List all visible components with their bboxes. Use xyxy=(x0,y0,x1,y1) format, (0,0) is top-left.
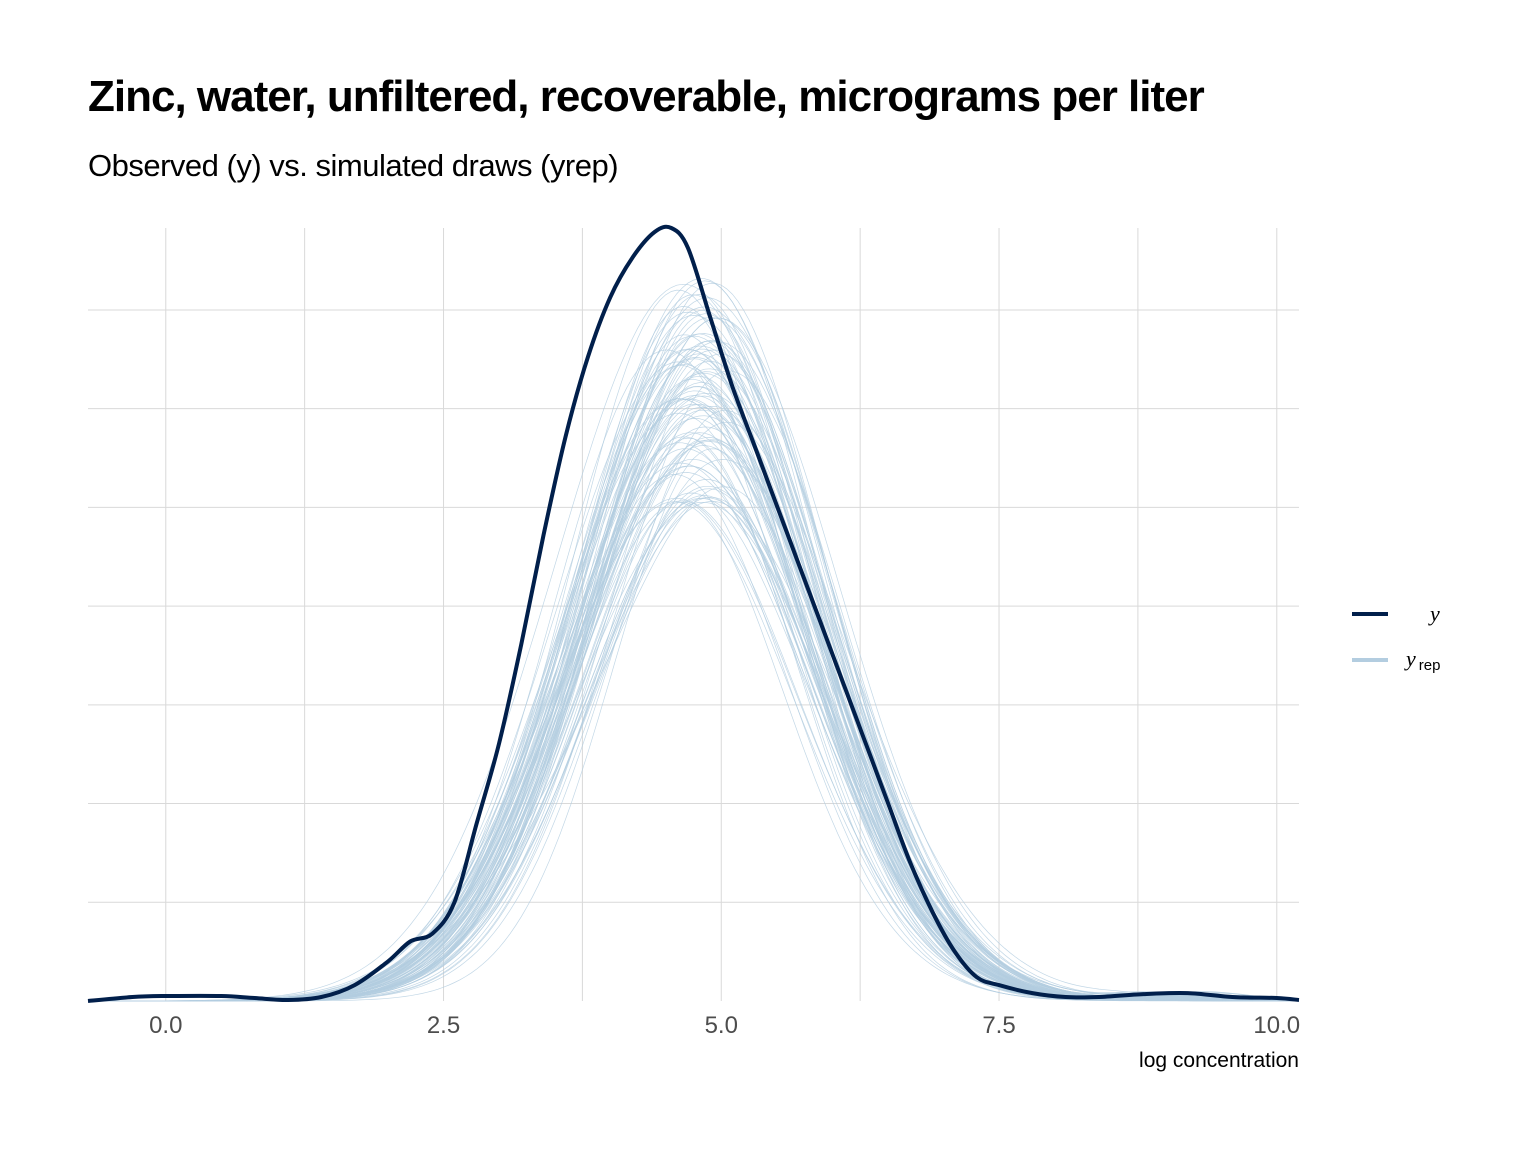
yrep-draw-line xyxy=(88,386,1299,1002)
yrep-draw-line xyxy=(88,370,1299,1002)
yrep-draw-line xyxy=(88,361,1299,1002)
yrep-draw-line xyxy=(88,353,1299,1002)
x-tick-label: 2.5 xyxy=(427,1012,460,1039)
yrep-draw-line xyxy=(88,421,1300,1002)
yrep-draw-line xyxy=(88,472,1299,1002)
yrep-draw-line xyxy=(88,492,1299,1002)
yrep-draw-line xyxy=(88,360,1299,1002)
yrep-draw-line xyxy=(88,375,1299,1002)
yrep-draw-line xyxy=(88,432,1300,1002)
yrep-draw-line xyxy=(88,392,1299,1002)
yrep-draw-line xyxy=(88,289,1299,1002)
yrep-draw-line xyxy=(88,317,1300,1002)
yrep-draw-line xyxy=(88,297,1299,1002)
yrep-draw-line xyxy=(88,497,1300,1002)
yrep-draw-line xyxy=(88,395,1299,1002)
yrep-draw-line xyxy=(88,462,1300,1002)
yrep-draw-line xyxy=(88,317,1300,1002)
yrep-draw-line xyxy=(88,313,1299,1002)
yrep-draw-line xyxy=(88,395,1299,1002)
yrep-draw-line xyxy=(88,283,1300,1002)
yrep-draw-line xyxy=(88,398,1299,1002)
yrep-draw-line xyxy=(88,385,1299,1002)
yrep-draw-line xyxy=(88,398,1300,1002)
yrep-draw-line xyxy=(88,485,1300,1002)
x-tick-label: 5.0 xyxy=(705,1012,738,1039)
yrep-draw-line xyxy=(88,501,1299,1002)
y-series xyxy=(87,224,1300,1003)
yrep-draw-line xyxy=(88,488,1299,1002)
yrep-draw-line xyxy=(88,407,1299,1002)
yrep-draw-line xyxy=(88,378,1299,1002)
yrep-draw-line xyxy=(88,311,1299,1002)
yrep-draw-line xyxy=(88,390,1299,1002)
yrep-draw-line xyxy=(88,500,1299,1002)
legend-label-y: y xyxy=(1428,601,1440,626)
yrep-draw-line xyxy=(88,316,1299,1002)
yrep-draw-line xyxy=(88,409,1299,1002)
yrep-draw-line xyxy=(88,412,1300,1002)
chart-subtitle: Observed (y) vs. simulated draws (yrep) xyxy=(88,148,619,183)
yrep-draw-line xyxy=(88,364,1300,1002)
yrep-draw-line xyxy=(88,496,1299,1002)
yrep-draw-line xyxy=(88,497,1299,1002)
yrep-draw-line xyxy=(88,465,1300,1002)
chart-title: Zinc, water, unfiltered, recoverable, mi… xyxy=(88,72,1205,121)
yrep-draw-line xyxy=(88,398,1299,1002)
yrep-draw-line xyxy=(88,448,1300,1002)
yrep-draw-line xyxy=(88,372,1300,1002)
yrep-draw-line xyxy=(88,353,1299,1002)
yrep-draw-line xyxy=(88,458,1300,1002)
yrep-draw-line xyxy=(88,448,1299,1002)
yrep-draw-line xyxy=(88,437,1299,1002)
y-density-line xyxy=(87,224,1300,1003)
x-axis-ticks: 0.0 2.5 5.0 7.5 10.0 xyxy=(149,1012,1300,1039)
x-tick-label: 10.0 xyxy=(1253,1012,1300,1039)
yrep-draw-line xyxy=(88,445,1299,1002)
yrep-draw-line xyxy=(88,368,1300,1002)
yrep-draw-line xyxy=(88,294,1299,1002)
yrep-draw-line xyxy=(88,358,1299,1002)
yrep-draw-line xyxy=(88,479,1299,1002)
yrep-draw-line xyxy=(88,280,1299,1002)
yrep-draw-line xyxy=(88,405,1300,1002)
yrep-draw-line xyxy=(88,441,1300,1002)
yrep-series xyxy=(88,278,1300,1002)
yrep-draw-line xyxy=(88,474,1299,1002)
yrep-draw-line xyxy=(88,333,1299,1002)
yrep-draw-line xyxy=(88,426,1299,1002)
yrep-draw-line xyxy=(88,363,1299,1002)
legend: y y rep xyxy=(1352,601,1440,674)
yrep-draw-line xyxy=(88,398,1299,1002)
yrep-draw-line xyxy=(88,436,1300,1002)
yrep-draw-line xyxy=(88,459,1299,1002)
yrep-draw-line xyxy=(88,418,1299,1002)
yrep-draw-line xyxy=(88,437,1299,1002)
yrep-draw-line xyxy=(88,501,1299,1002)
gridlines xyxy=(88,228,1299,1001)
yrep-draw-line xyxy=(88,432,1299,1002)
yrep-draw-line xyxy=(88,442,1299,1002)
yrep-draw-line xyxy=(88,348,1300,1002)
yrep-draw-line xyxy=(88,495,1299,1002)
yrep-draw-line xyxy=(88,439,1299,1002)
yrep-draw-line xyxy=(88,486,1299,1002)
legend-label-yrep: y rep xyxy=(1404,646,1440,674)
yrep-draw-line xyxy=(88,439,1300,1002)
yrep-draw-line xyxy=(88,357,1299,1002)
yrep-draw-line xyxy=(88,497,1299,1002)
yrep-draw-line xyxy=(88,306,1299,1002)
yrep-draw-line xyxy=(88,465,1299,1002)
yrep-draw-line xyxy=(88,348,1299,1002)
x-tick-label: 7.5 xyxy=(982,1012,1015,1039)
yrep-draw-line xyxy=(88,501,1299,1002)
yrep-draw-line xyxy=(88,335,1300,1002)
yrep-draw-line xyxy=(88,306,1299,1002)
yrep-draw-line xyxy=(88,501,1300,1002)
x-tick-label: 0.0 xyxy=(149,1012,182,1039)
x-axis-label: log concentration xyxy=(1139,1049,1299,1072)
